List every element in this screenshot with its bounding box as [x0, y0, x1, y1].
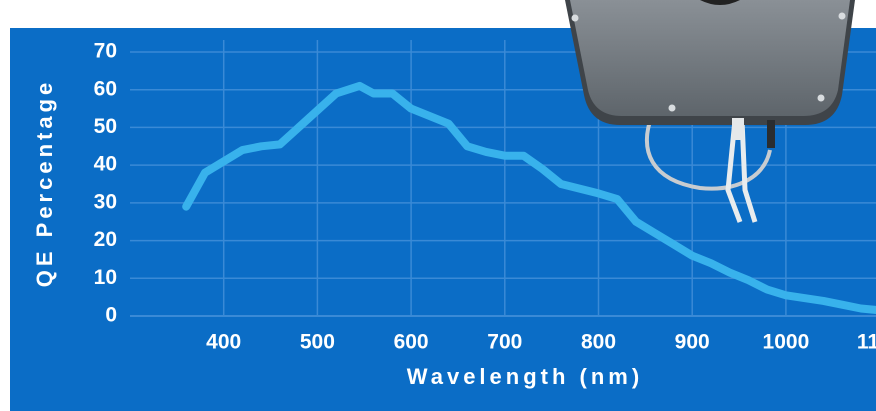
y-tick-label: 0 — [105, 304, 117, 327]
x-tick-label: 700 — [487, 331, 522, 354]
y-tick-label: 10 — [94, 266, 117, 289]
x-tick-label: 900 — [675, 331, 710, 354]
y-tick-label: 20 — [94, 228, 117, 251]
x-axis-title: Wavelength (nm) — [407, 364, 643, 389]
y-tick-label: 40 — [94, 153, 117, 176]
y-axis-title: QE Percentage — [32, 79, 57, 288]
x-tick-label: 600 — [394, 331, 429, 354]
page: QE Percentage Wavelength (nm) 0 10 20 30 40 5… — [0, 0, 876, 411]
x-tick-label: 500 — [300, 331, 335, 354]
x-tick-label: 400 — [206, 331, 241, 354]
y-tick-label: 50 — [94, 115, 117, 138]
x-tick-label: 800 — [581, 331, 616, 354]
y-tick-label: 70 — [94, 40, 117, 63]
y-tick-label: 30 — [94, 190, 117, 213]
x-tick-label: 1100 — [857, 331, 876, 354]
x-tick-label: 1000 — [763, 331, 810, 354]
chart: QE Percentage Wavelength (nm) 0 10 20 30 40 5… — [0, 0, 876, 411]
y-tick-label: 60 — [94, 77, 117, 100]
